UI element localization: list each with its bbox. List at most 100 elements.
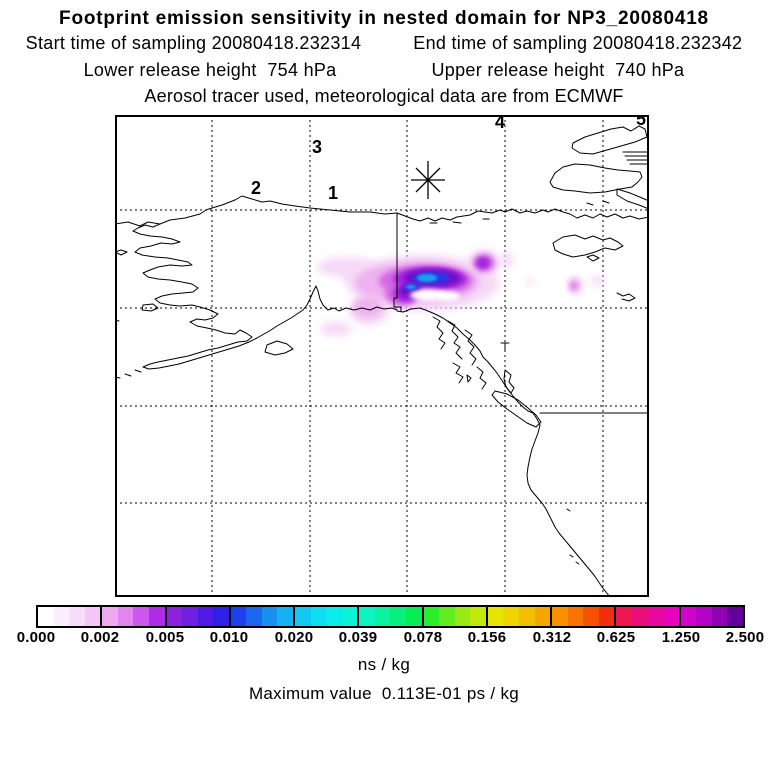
colorbar-segment (616, 607, 681, 626)
plume-blob (406, 285, 416, 289)
colorbar-cell (84, 607, 101, 626)
plume-blob (410, 289, 446, 301)
colorbar-cell (503, 607, 519, 626)
release-heights-line: Lower release height 754 hPa Upper relea… (0, 60, 768, 81)
graticule-gridlines (115, 115, 649, 597)
map-panel: 1 2 3 4 5 (115, 115, 649, 597)
colorbar-cell (567, 607, 584, 626)
colorbar-cell (69, 607, 85, 626)
corner-landmass (616, 188, 649, 210)
colorbar-cell (711, 607, 728, 626)
coastline-west-alaska (132, 223, 398, 370)
great-bear-lake (552, 234, 624, 258)
aleutian-islets (115, 319, 142, 379)
plume-blob (501, 252, 513, 268)
colorbar-tick-labels: 0.000 0.002 0.005 0.010 0.020 0.039 0.078 0.156… (0, 629, 768, 647)
small-lake (586, 254, 600, 262)
colorbar-cell (598, 607, 615, 626)
map-frame (115, 115, 649, 597)
colorbar-cell (182, 607, 198, 626)
colorbar-cell (423, 607, 440, 626)
colorbar-segment (295, 607, 360, 626)
colorbar-cell (261, 607, 278, 626)
colorbar-cell (213, 607, 229, 626)
colorbar-tick-label: 0.156 (467, 629, 507, 646)
trajectory-label: 1 (328, 183, 338, 203)
lower-release-label: Lower release height 754 hPa (83, 60, 337, 80)
colorbar-cell (117, 607, 134, 626)
colorbar-segment (552, 607, 617, 626)
colorbar-tick-label: 0.625 (596, 629, 636, 646)
colorbar-tick-label: 2.500 (725, 629, 765, 646)
trajectory-day-labels: 1 2 3 4 5 (251, 115, 646, 203)
colorbar-cell (552, 607, 568, 626)
plume-blob (591, 276, 605, 286)
colorbar-segment (359, 607, 424, 626)
haida-gwaii-island (503, 369, 515, 394)
colorbar-cell (518, 607, 535, 626)
alexander-archipelago-islands (432, 316, 510, 390)
colorbar-cell (277, 607, 294, 626)
asterisk-icon (415, 167, 441, 193)
colorbar-tick-label: 0.078 (403, 629, 443, 646)
plume-blob (436, 291, 460, 301)
colorbar-segment (102, 607, 167, 626)
tracer-line: Aerosol tracer used, meteorological data… (144, 86, 624, 106)
colorbar-cell (148, 607, 165, 626)
colorbar-cell (696, 607, 712, 626)
colorbar-cell (102, 607, 118, 626)
colorbar-cell (359, 607, 375, 626)
left-edge-island (115, 249, 128, 256)
colorbar-cell (487, 607, 504, 626)
max-value-label: Maximum value 0.113E-01 ps / kg (248, 684, 520, 703)
colorbar-tick-label: 0.000 (16, 629, 56, 646)
colorbar-cell (680, 607, 697, 626)
colorbar-segment (230, 607, 296, 626)
colorbar-tick-label: 0.020 (274, 629, 314, 646)
upper-release-label: Upper release height 740 hPa (431, 60, 685, 80)
coastline-panhandle-and-us-west (396, 307, 611, 597)
arctic-island-striations (622, 151, 649, 165)
vancouver-island (491, 390, 542, 428)
trajectory-label: 5 (636, 115, 646, 129)
trajectory-label: 4 (495, 115, 505, 132)
colorbar-cell (133, 607, 149, 626)
colorbar-cell (374, 607, 391, 626)
colorbar-tick-label: 0.005 (145, 629, 185, 646)
colorbar-cell (534, 607, 551, 626)
colorbar-tick-label: 0.010 (209, 629, 249, 646)
colorbar-cell (166, 607, 183, 626)
end-time-label: End time of sampling 20080418.232342 (413, 33, 743, 53)
colorbar-cell (439, 607, 455, 626)
map-svg: 1 2 3 4 5 (115, 115, 649, 597)
arctic-islets (586, 200, 610, 206)
emission-sensitivity-plume (317, 250, 605, 336)
trajectory-label: 3 (312, 137, 322, 157)
sampling-times-line: Start time of sampling 20080418.232314 E… (0, 33, 768, 54)
colorbar-cell (53, 607, 70, 626)
coastline-north-marks (429, 218, 490, 224)
colorbar-cell (454, 607, 471, 626)
arctic-island-chain (571, 125, 648, 155)
plume-blob (476, 257, 490, 269)
colorbar-cell (390, 607, 407, 626)
alaska-canada-border (393, 212, 402, 312)
kodiak-island (264, 340, 294, 356)
colorbar-tick-label: 0.312 (532, 629, 572, 646)
colorbar-cell (246, 607, 262, 626)
colorbar-cell (616, 607, 632, 626)
coastline-north-alaska (115, 195, 649, 227)
colorbar-cell (38, 607, 54, 626)
colorbar-cell (727, 607, 743, 626)
coastlines (115, 125, 649, 597)
colorbar-cell (326, 607, 342, 626)
nunivak-island (141, 303, 159, 312)
colorbar-tick-label: 1.250 (661, 629, 701, 646)
start-time-label: Start time of sampling 20080418.232314 (25, 33, 362, 53)
colorbar-cell (230, 607, 247, 626)
colorbar-cell (406, 607, 422, 626)
trajectory-label: 2 (251, 178, 261, 198)
figure-title: Footprint emission sensitivity in nested… (59, 8, 709, 29)
plume-blob (353, 296, 383, 318)
